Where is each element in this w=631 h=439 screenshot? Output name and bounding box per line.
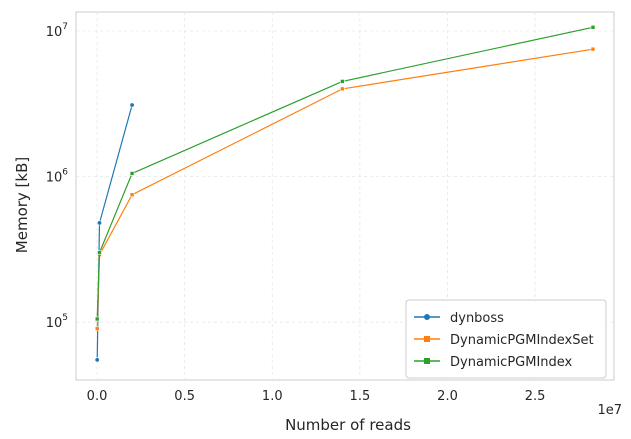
legend-marker: [424, 336, 430, 342]
y-tick-label: 107: [46, 22, 68, 40]
data-point: [94, 316, 100, 322]
data-point: [129, 171, 135, 176]
legend: [405, 299, 607, 379]
x-tick-label: 1.0: [262, 389, 283, 404]
data-point: [96, 220, 102, 226]
legend-marker: [424, 314, 430, 320]
legend-marker: [424, 358, 430, 364]
x-tick-label: 0.5: [174, 389, 195, 404]
legend-label: DynamicPGMIndex: [450, 355, 573, 370]
y-tick-label: 105: [46, 313, 68, 331]
x-tick-label: 2.5: [525, 389, 546, 404]
data-point: [97, 250, 102, 255]
x-tick-label: 1.5: [350, 389, 371, 404]
legend-label: dynboss: [450, 311, 504, 326]
x-axis-offset-label: 1e7: [597, 403, 622, 418]
x-axis-label: Number of reads: [285, 416, 411, 434]
data-point: [340, 79, 345, 84]
data-point: [590, 24, 596, 30]
data-point: [590, 46, 596, 52]
data-point: [94, 357, 100, 363]
data-point: [129, 102, 135, 108]
x-tick-label: 0.0: [87, 389, 108, 404]
y-axis-label: Memory [kB]: [13, 157, 31, 253]
y-tick-label: 106: [46, 168, 69, 186]
data-point: [340, 86, 345, 92]
data-point: [129, 192, 135, 198]
legend-label: DynamicPGMIndexSet: [450, 333, 594, 348]
data-point: [94, 326, 100, 332]
x-tick-label: 2.0: [437, 389, 458, 404]
